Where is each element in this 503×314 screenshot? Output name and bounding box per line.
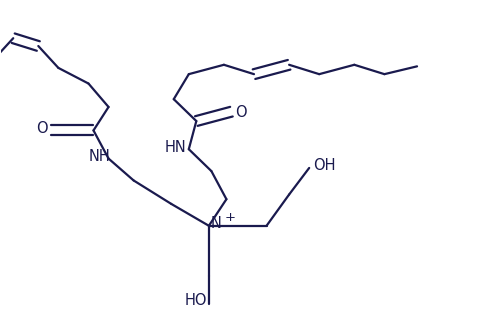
Text: N: N [211,216,222,231]
Text: +: + [225,211,236,224]
Text: HO: HO [185,293,207,308]
Text: OH: OH [313,159,336,173]
Text: NH: NH [89,149,111,164]
Text: O: O [235,105,247,120]
Text: O: O [36,121,48,136]
Text: HN: HN [165,140,187,155]
